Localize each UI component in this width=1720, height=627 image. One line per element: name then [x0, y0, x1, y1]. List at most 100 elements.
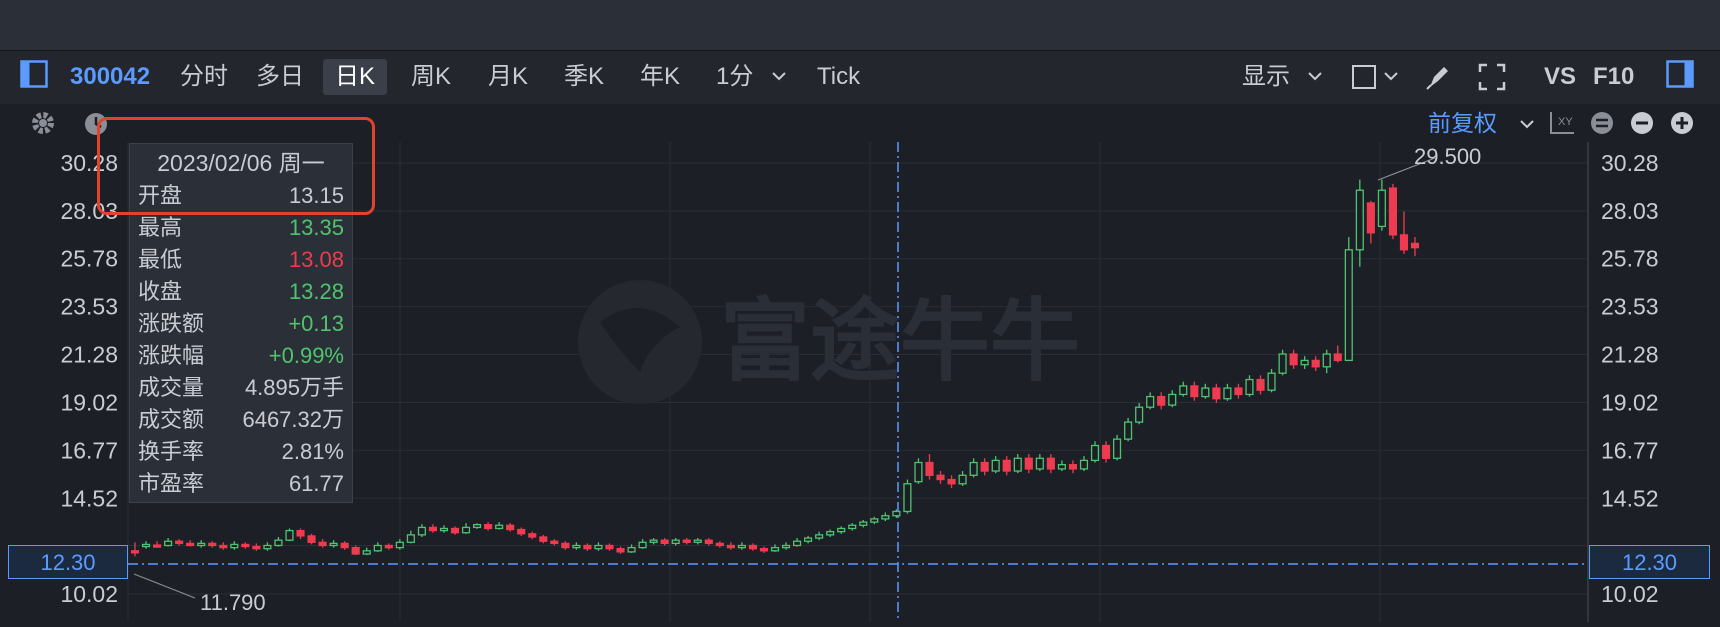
display-menu[interactable]: 显示	[1242, 63, 1290, 90]
max-price-label: 29.500	[1414, 144, 1481, 169]
chevron-down-icon[interactable]	[1384, 71, 1398, 81]
candle	[517, 527, 526, 536]
candle-body	[1190, 385, 1199, 398]
candle	[804, 535, 813, 544]
tooltip-row-label: 收盘	[138, 279, 183, 304]
tab-monthly-k[interactable]: 月K	[488, 63, 529, 90]
y-tick-label-right: 16.77	[1601, 437, 1659, 463]
y-tick-label-left: 25.78	[60, 246, 118, 272]
candle	[759, 546, 769, 553]
candle	[1234, 383, 1243, 399]
candle-body	[804, 537, 813, 542]
candle	[241, 542, 250, 549]
zoom-reset-icon[interactable]	[1589, 110, 1615, 136]
tab-quarterly-k[interactable]: 季K	[564, 63, 605, 90]
f10-button[interactable]: F10	[1593, 63, 1635, 90]
ohlc-tooltip: 2023/02/06 周一 开盘 13.15 最高 13.35 最低 13.08 收盘 13.…	[129, 143, 353, 503]
candle-body	[1035, 457, 1044, 470]
candle-body	[1322, 353, 1331, 368]
window-titlebar	[0, 0, 1720, 50]
tooltip-row-value: 13.35	[288, 215, 344, 240]
candle-body	[1124, 421, 1133, 440]
chevron-down-icon[interactable]	[772, 71, 786, 81]
candle-body	[472, 523, 482, 529]
tooltip-row: 开盘 13.15	[130, 180, 352, 212]
chart-canvas[interactable]: 富途牛牛 30.28 28.03 25.78 23.53 21.28 19.02 16.77…	[0, 142, 1720, 622]
tab-intraday[interactable]: 分时	[180, 63, 228, 90]
watermark-logo-icon	[578, 280, 702, 404]
left-panel-toggle-icon[interactable]	[20, 60, 48, 88]
candle-body	[903, 483, 912, 513]
candle-body	[737, 544, 746, 549]
stock-code[interactable]: 300042	[70, 63, 151, 90]
candle-body	[947, 478, 956, 485]
candle	[947, 475, 956, 489]
candle	[1300, 356, 1309, 369]
axis-xy-icon[interactable]: XY	[1548, 110, 1576, 136]
candlestick-chart[interactable]: 富途牛牛 30.28 28.03 25.78 23.53 21.28 19.02 16.77…	[0, 142, 1720, 622]
candle-body	[770, 546, 780, 552]
candle-body	[1300, 359, 1309, 366]
candle	[1157, 392, 1166, 410]
candle	[704, 538, 713, 546]
right-panel-toggle-icon[interactable]	[1666, 60, 1694, 88]
candle	[1245, 375, 1254, 397]
y-tick-label-right: 14.52	[1601, 485, 1659, 511]
chevron-down-icon[interactable]	[1308, 71, 1322, 81]
tooltip-row-value: 4.895万手	[244, 375, 344, 400]
y-tick-label-right: 30.28	[1601, 150, 1659, 176]
candle	[1024, 454, 1033, 474]
tooltip-row-label: 最低	[138, 247, 183, 272]
candle-body	[759, 548, 769, 552]
candle	[1212, 383, 1221, 403]
tab-yearly-k[interactable]: 年K	[640, 63, 681, 90]
chevron-down-icon[interactable]	[1520, 119, 1534, 129]
checkbox-icon[interactable]	[1352, 65, 1376, 89]
candle-body	[848, 524, 857, 530]
tooltip-row: 最低 13.08	[130, 244, 352, 276]
interval-select[interactable]: 1分	[716, 63, 754, 90]
svg-text:XY: XY	[1558, 116, 1573, 128]
pen-draw-icon[interactable]	[1424, 63, 1452, 91]
candle	[1190, 381, 1199, 401]
candle-body	[461, 526, 471, 534]
fullscreen-icon[interactable]	[1478, 63, 1506, 91]
candle-body	[859, 521, 868, 526]
candle	[792, 538, 802, 547]
candle	[649, 538, 658, 545]
candle	[737, 542, 746, 550]
tab-daily-k[interactable]: 日K	[323, 59, 388, 95]
candle	[693, 538, 702, 545]
gear-icon[interactable]	[30, 110, 56, 136]
candle-body	[230, 543, 239, 549]
candle-body	[704, 539, 713, 545]
candle	[826, 529, 835, 537]
candle-body	[539, 536, 548, 542]
tab-tick[interactable]: Tick	[817, 63, 861, 90]
candle	[1410, 237, 1420, 257]
zoom-in-icon[interactable]	[1669, 110, 1695, 136]
candle	[550, 539, 559, 546]
tab-weekly-k[interactable]: 周K	[411, 63, 452, 90]
candle-body	[627, 546, 636, 553]
y-tick-label-left: 14.52	[60, 485, 118, 511]
candle	[1002, 456, 1011, 476]
candle	[881, 512, 890, 522]
tab-multi-day[interactable]: 多日	[256, 63, 304, 90]
candle-body	[1410, 242, 1420, 249]
candle-body	[881, 515, 890, 520]
y-tick-label-right: 25.78	[1601, 246, 1659, 272]
candle	[539, 534, 548, 544]
candle-body	[1112, 438, 1122, 459]
candle	[362, 547, 371, 556]
zoom-out-icon[interactable]	[1629, 110, 1655, 136]
vs-compare-button[interactable]: VS	[1544, 63, 1577, 90]
price-adjust-select[interactable]: 前复权	[1428, 110, 1497, 136]
candle-body	[892, 510, 901, 517]
candle-body	[1135, 406, 1144, 423]
candle	[726, 542, 735, 550]
candle	[175, 539, 184, 546]
candle	[958, 471, 967, 486]
candle-body	[1101, 444, 1111, 459]
candle-body	[748, 544, 758, 550]
